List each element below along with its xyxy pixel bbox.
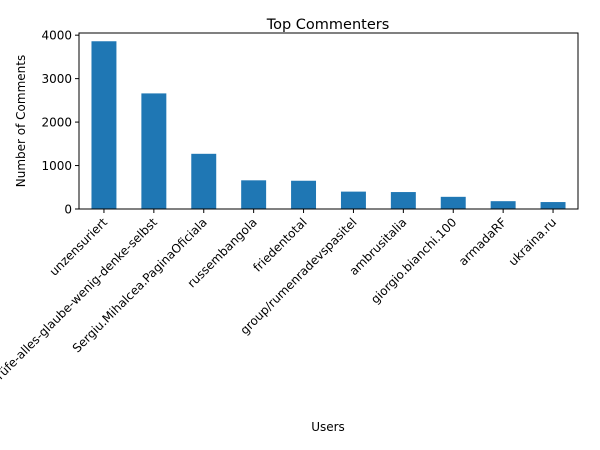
- y-axis-label: Number of Comments: [14, 55, 28, 187]
- y-tick-label: 1000: [41, 159, 72, 173]
- y-axis: 0 1000 2000 3000 4000: [41, 29, 79, 217]
- y-tick-label: 3000: [41, 72, 72, 86]
- x-tick-label: armadaRF: [456, 215, 509, 268]
- bar-6: [340, 191, 366, 209]
- bar-9: [490, 201, 516, 209]
- bar-3: [191, 153, 217, 209]
- y-tick-label: 2000: [41, 116, 72, 130]
- bar-7: [390, 192, 416, 209]
- x-tick-label: giorgio.bianchi.100: [368, 215, 459, 306]
- bar-5: [291, 180, 317, 209]
- bar-2: [141, 93, 167, 209]
- x-axis-label: Users: [311, 420, 345, 434]
- y-tick-label: 0: [64, 203, 72, 217]
- plot-frame: [78, 32, 579, 210]
- bars-group: [91, 41, 566, 210]
- y-tick-label: 4000: [41, 29, 72, 43]
- bar-1: [91, 41, 117, 210]
- x-tick-label: ukraina.ru: [506, 215, 559, 268]
- chart-title: Top Commenters: [266, 17, 390, 33]
- bar-4: [241, 180, 267, 209]
- x-axis: unzensuriertPrüfe-alles-glaube-wenig-den…: [0, 209, 559, 387]
- bar-8: [440, 196, 466, 209]
- bar-10: [540, 202, 566, 209]
